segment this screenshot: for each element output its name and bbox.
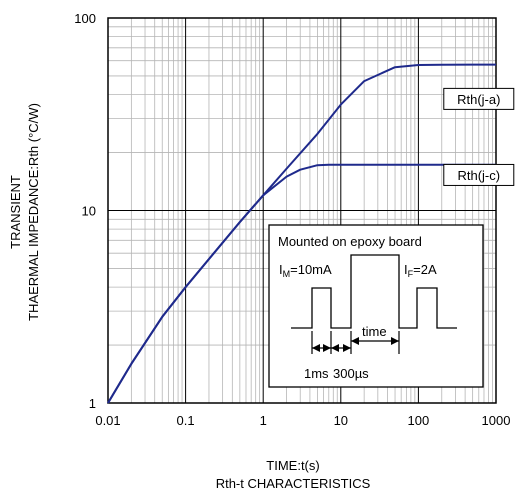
x-axis-label: TIME:t(s): [266, 458, 319, 473]
x-tick-label: 0.01: [95, 413, 120, 428]
series-line-rth-j-c: [107, 163, 496, 404]
series-labels: Rth(j-a) Rth(j-c): [443, 87, 515, 186]
x-tick-label: 1000: [482, 413, 511, 428]
if-label: IF=2A: [404, 262, 437, 279]
chart-caption: Rth-t CHARACTERISTICS: [216, 476, 371, 491]
series-label: Rth(j-c): [443, 163, 515, 186]
y-axis-label-line2: THAERMAL IMPEDANCE:Rth (°C/W): [26, 103, 41, 321]
plot-frame: [107, 17, 497, 404]
arrow-heads: [312, 337, 399, 352]
im-label: IM=10mA: [279, 262, 332, 279]
series-label-text: Rth(j-c): [457, 168, 500, 183]
x-tick-labels: 0.01 0.1 1 10 100 1000: [95, 413, 510, 428]
inset-frame: [268, 224, 484, 388]
y-tick-label: 10: [82, 204, 96, 219]
x-tick-label: 10: [334, 413, 348, 428]
series-layer: [107, 63, 496, 404]
ms-label: 1ms: [304, 366, 329, 381]
y-tick-labels: 1 10 100: [74, 11, 96, 411]
x-tick-label: 1: [260, 413, 267, 428]
x-tick-label: 100: [408, 413, 430, 428]
y-tick-label: 1: [89, 396, 96, 411]
y-tick-label: 100: [74, 11, 96, 26]
y-axis-label-line1: TRANSIENT: [8, 175, 23, 249]
inset-title: Mounted on epoxy board: [278, 234, 422, 249]
pulse-waveform: [291, 254, 457, 329]
series-label-text: Rth(j-a): [457, 92, 500, 107]
series-label-box: [443, 87, 515, 110]
inset-box: Mounted on epoxy board IM=10mA IF=2A tim…: [268, 224, 484, 388]
x-tick-label: 0.1: [177, 413, 195, 428]
series-label-box: [443, 163, 515, 186]
series-label: Rth(j-a): [443, 87, 515, 110]
time-label: time: [362, 324, 387, 339]
us-label: 300µs: [333, 366, 369, 381]
